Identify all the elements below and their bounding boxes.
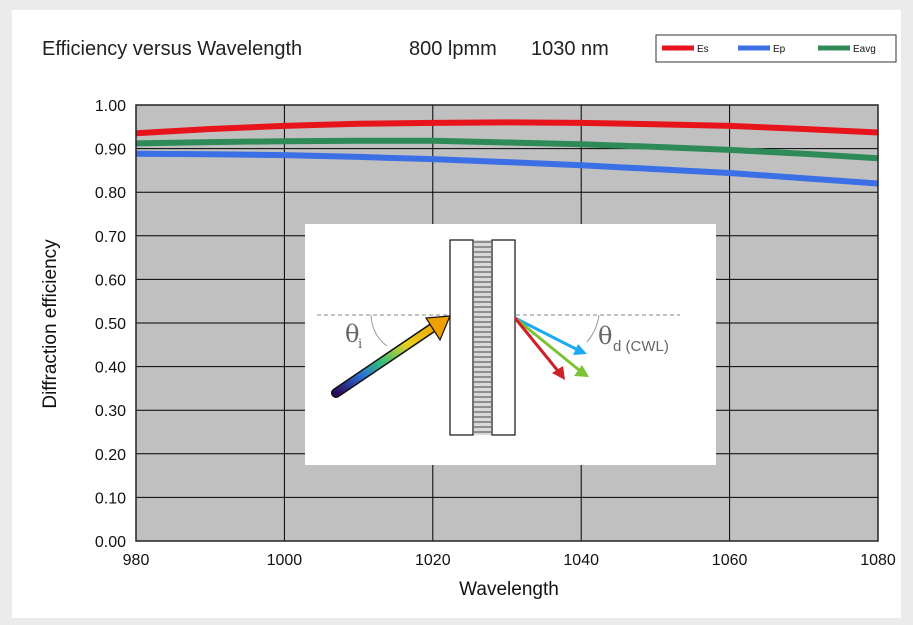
theta-i-symbol: θ bbox=[345, 320, 359, 348]
incident-beam bbox=[332, 320, 442, 397]
x-tick-label: 1040 bbox=[563, 552, 599, 569]
grating-plate-left bbox=[449, 239, 474, 436]
y-tick-label: 0.60 bbox=[95, 272, 126, 289]
legend-box bbox=[655, 34, 897, 63]
theta-d-symbol: θ bbox=[598, 322, 612, 350]
plot-border bbox=[135, 104, 879, 542]
y-tick-label: 1.00 bbox=[95, 98, 126, 115]
series-line-eavg bbox=[135, 137, 879, 162]
diffracted-beam-red bbox=[513, 317, 560, 372]
diffraction-angle-arc bbox=[586, 314, 600, 343]
diffracted-beam-green bbox=[514, 316, 580, 372]
series-line-ep bbox=[135, 150, 879, 187]
chart-spec-wavelength: 1030 nm bbox=[531, 38, 609, 60]
y-tick-label: 0.80 bbox=[95, 185, 126, 202]
chart-frame: Efficiency versus Wavelength 800 lpmm 10… bbox=[12, 10, 901, 618]
grating-plate-right bbox=[491, 239, 516, 436]
y-tick-label: 0.70 bbox=[95, 229, 126, 246]
y-axis-ticks: 0.00 0.10 0.20 0.30 0.40 0.50 0.60 0.70 0.80 0.90… bbox=[95, 98, 126, 551]
y-tick-label: 0.10 bbox=[95, 490, 126, 507]
y-tick-label: 0.20 bbox=[95, 447, 126, 464]
theta-d-subscript: d (CWL) bbox=[613, 338, 669, 355]
y-tick-label: 0.30 bbox=[95, 403, 126, 420]
legend-label-es: Es bbox=[697, 44, 709, 55]
legend-label-ep: Ep bbox=[773, 44, 786, 55]
diffracted-beam-blue bbox=[514, 316, 579, 352]
y-axis-label: Diffraction efficiency bbox=[40, 239, 61, 409]
y-tick-label: 0.40 bbox=[95, 360, 126, 377]
y-tick-label: 0.00 bbox=[95, 534, 126, 551]
series-group bbox=[135, 119, 879, 187]
incidence-angle-arc bbox=[370, 314, 388, 347]
legend-label-eavg: Eavg bbox=[853, 44, 876, 55]
x-tick-label: 1080 bbox=[860, 552, 896, 569]
x-axis-label: Wavelength bbox=[459, 579, 559, 600]
x-tick-label: 1000 bbox=[267, 552, 303, 569]
x-tick-label: 1060 bbox=[712, 552, 748, 569]
chart-title: Efficiency versus Wavelength bbox=[42, 38, 302, 60]
chart-svg: Efficiency versus Wavelength 800 lpmm 10… bbox=[40, 34, 897, 600]
chart-spec-lpmm: 800 lpmm bbox=[409, 38, 497, 60]
legend: Es Ep Eavg bbox=[655, 34, 897, 63]
diffracted-beam-green-arrowhead bbox=[574, 365, 589, 377]
series-line-es bbox=[135, 119, 879, 137]
incident-beam-arrowhead bbox=[424, 315, 451, 342]
x-axis-ticks: 980 1000 1020 1040 1060 1080 bbox=[123, 552, 896, 569]
y-tick-label: 0.90 bbox=[95, 142, 126, 159]
diffracted-beam-red-arrowhead bbox=[552, 366, 565, 380]
theta-i-subscript: i bbox=[358, 337, 362, 352]
y-tick-label: 0.50 bbox=[95, 316, 126, 333]
x-tick-label: 980 bbox=[123, 552, 150, 569]
grating-structure bbox=[474, 240, 491, 435]
diffracted-beam-blue-arrowhead bbox=[573, 344, 587, 355]
x-tick-label: 1020 bbox=[415, 552, 451, 569]
grating-inset: θ i θ d (CWL) bbox=[305, 224, 716, 465]
